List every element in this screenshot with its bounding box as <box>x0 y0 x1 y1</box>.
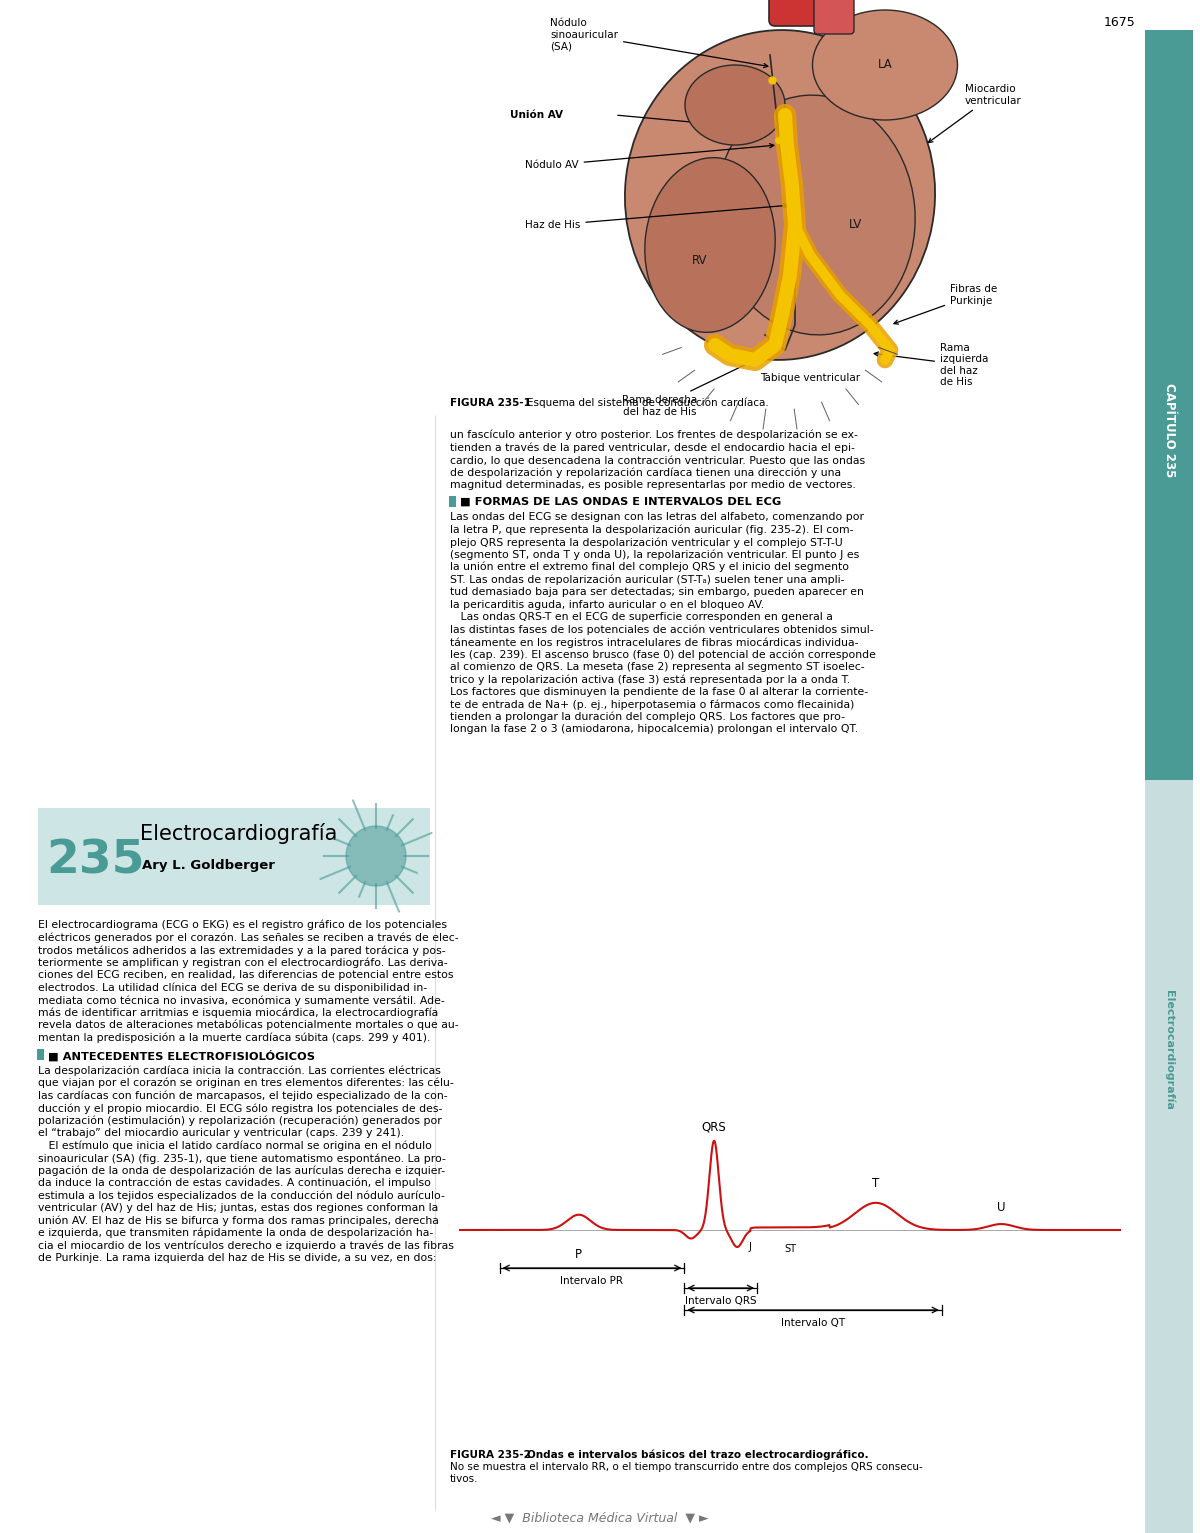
Text: estimula a los tejidos especializados de la conducción del nódulo aurículo-: estimula a los tejidos especializados de… <box>38 1191 445 1200</box>
Text: las distintas fases de los potenciales de acción ventriculares obtenidos simul-: las distintas fases de los potenciales d… <box>450 624 874 635</box>
Text: revela datos de alteraciones metabólicas potencialmente mortales o que au-: revela datos de alteraciones metabólicas… <box>38 1019 458 1030</box>
Circle shape <box>346 826 406 886</box>
Bar <box>38 808 430 904</box>
Text: Electrocardiografía: Electrocardiografía <box>1164 990 1175 1110</box>
Text: Miocardio
ventricular: Miocardio ventricular <box>929 84 1021 143</box>
Text: un fascículo anterior y otro posterior. Los frentes de despolarización se ex-: un fascículo anterior y otro posterior. … <box>450 429 858 440</box>
Text: unión AV. El haz de His se bifurca y forma dos ramas principales, derecha: unión AV. El haz de His se bifurca y for… <box>38 1216 439 1226</box>
Text: trodos metálicos adheridos a las extremidades y a la pared torácica y pos-: trodos metálicos adheridos a las extremi… <box>38 944 445 955</box>
Text: táneamente en los registros intracelulares de fibras miocárdicas individua-: táneamente en los registros intracelular… <box>450 638 858 647</box>
Text: Unión AV: Unión AV <box>510 110 563 120</box>
Text: Intervalo PR: Intervalo PR <box>560 1275 624 1286</box>
Text: ventricular (AV) y del haz de His; juntas, estas dos regiones conforman la: ventricular (AV) y del haz de His; junta… <box>38 1203 438 1213</box>
Text: Electrocardiografía: Electrocardiografía <box>140 823 337 845</box>
Text: teriormente se amplifican y registran con el electrocardiográfo. Las deriva-: teriormente se amplifican y registran co… <box>38 958 448 967</box>
Text: tud demasiado baja para ser detectadas; sin embargo, pueden aparecer en: tud demasiado baja para ser detectadas; … <box>450 587 864 596</box>
Text: CAPÍTULO 235: CAPÍTULO 235 <box>1163 383 1176 477</box>
Text: (segmento ST, onda T y onda U), la repolarización ventricular. El punto J es: (segmento ST, onda T y onda U), la repol… <box>450 549 859 560</box>
Text: ◄ ▼  Biblioteca Médica Virtual  ▼ ►: ◄ ▼ Biblioteca Médica Virtual ▼ ► <box>491 1512 709 1524</box>
Text: La despolarización cardíaca inicia la contracción. Las corrientes eléctricas: La despolarización cardíaca inicia la co… <box>38 1065 440 1076</box>
Text: te de entrada de Na+ (p. ej., hiperpotasemia o fármacos como flecainida): te de entrada de Na+ (p. ej., hiperpotas… <box>450 699 854 710</box>
Text: pagación de la onda de despolarización de las aurículas derecha e izquier-: pagación de la onda de despolarización d… <box>38 1165 445 1176</box>
Text: FIGURA 235-1: FIGURA 235-1 <box>450 399 538 408</box>
Text: eléctricos generados por el corazón. Las señales se reciben a través de elec-: eléctricos generados por el corazón. Las… <box>38 932 458 943</box>
Text: la unión entre el extremo final del complejo QRS y el inicio del segmento: la unión entre el extremo final del comp… <box>450 563 850 572</box>
Text: LV: LV <box>848 219 862 231</box>
Text: Intervalo QT: Intervalo QT <box>781 1318 845 1328</box>
Text: e izquierda, que transmiten rápidamente la onda de despolarización ha-: e izquierda, que transmiten rápidamente … <box>38 1228 433 1239</box>
Text: 235: 235 <box>46 839 144 885</box>
Text: Rama derecha
del haz de His: Rama derecha del haz de His <box>623 362 751 417</box>
Text: más de identificar arritmias e isquemia miocárdica, la electrocardiografía: más de identificar arritmias e isquemia … <box>38 1007 438 1018</box>
Text: mentan la predisposición a la muerte cardíaca súbita (caps. 299 y 401).: mentan la predisposición a la muerte car… <box>38 1033 431 1042</box>
Text: mediata como técnica no invasiva, económica y sumamente versátil. Ade-: mediata como técnica no invasiva, económ… <box>38 995 445 1006</box>
Text: P: P <box>575 1248 582 1262</box>
Text: cia el miocardio de los ventrículos derecho e izquierdo a través de las fibras: cia el miocardio de los ventrículos dere… <box>38 1240 454 1251</box>
Bar <box>1145 780 1193 1533</box>
Text: tienden a prolongar la duración del complejo QRS. Los factores que pro-: tienden a prolongar la duración del comp… <box>450 711 845 722</box>
Text: da induce la contracción de estas cavidades. A continuación, el impulso: da induce la contracción de estas cavida… <box>38 1177 431 1188</box>
Text: tienden a través de la pared ventricular, desde el endocardio hacia el epi-: tienden a través de la pared ventricular… <box>450 443 854 452</box>
Ellipse shape <box>625 31 935 360</box>
Text: ciones del ECG reciben, en realidad, las diferencias de potencial entre estos: ciones del ECG reciben, en realidad, las… <box>38 970 454 980</box>
Text: FIGURA 235-2: FIGURA 235-2 <box>450 1450 538 1459</box>
Ellipse shape <box>644 158 775 333</box>
Text: tivos.: tivos. <box>450 1475 479 1484</box>
Text: ST: ST <box>784 1243 796 1254</box>
Text: El electrocardiograma (ECG o EKG) es el registro gráfico de los potenciales: El electrocardiograma (ECG o EKG) es el … <box>38 920 446 931</box>
Text: RA: RA <box>730 101 746 113</box>
Text: Las ondas del ECG se designan con las letras del alfabeto, comenzando por: Las ondas del ECG se designan con las le… <box>450 512 864 523</box>
Text: de Purkinje. La rama izquierda del haz de His se divide, a su vez, en dos:: de Purkinje. La rama izquierda del haz d… <box>38 1252 437 1263</box>
FancyBboxPatch shape <box>814 0 854 34</box>
Text: No se muestra el intervalo RR, o el tiempo transcurrido entre dos complejos QRS : No se muestra el intervalo RR, o el tiem… <box>450 1462 923 1472</box>
Text: Esquema del sistema de conducción cardíaca.: Esquema del sistema de conducción cardía… <box>527 399 769 408</box>
Text: QRS: QRS <box>702 1121 726 1133</box>
Bar <box>37 1049 44 1059</box>
Text: Rama
izquierda
del haz
de His: Rama izquierda del haz de His <box>874 342 989 388</box>
FancyBboxPatch shape <box>769 0 821 26</box>
Text: LA: LA <box>877 58 893 72</box>
Text: Ary L. Goldberger: Ary L. Goldberger <box>142 860 275 872</box>
Text: las cardíacas con función de marcapasos, el tejido especializado de la con-: las cardíacas con función de marcapasos,… <box>38 1090 448 1101</box>
Text: Haz de His: Haz de His <box>526 204 788 230</box>
Ellipse shape <box>812 11 958 120</box>
Text: sinoauricular (SA) (fig. 235-1), que tiene automatismo espontáneo. La pro-: sinoauricular (SA) (fig. 235-1), que tie… <box>38 1153 446 1164</box>
Text: Intervalo QRS: Intervalo QRS <box>685 1295 756 1306</box>
Text: de despolarización y repolarización cardíaca tienen una dirección y una: de despolarización y repolarización card… <box>450 468 841 478</box>
Text: Tabique ventricular: Tabique ventricular <box>760 373 860 383</box>
Text: Ondas e intervalos básicos del trazo electrocardiográfico.: Ondas e intervalos básicos del trazo ele… <box>527 1450 869 1461</box>
Text: J: J <box>749 1242 752 1252</box>
Text: cardio, lo que desencadena la contracción ventricular. Puesto que las ondas: cardio, lo que desencadena la contracció… <box>450 455 865 466</box>
Text: ST. Las ondas de repolarización auricular (ST-Tₐ) suelen tener una ampli-: ST. Las ondas de repolarización auricula… <box>450 575 845 586</box>
Text: plejo QRS representa la despolarización ventricular y el complejo ST-T-U: plejo QRS representa la despolarización … <box>450 537 842 547</box>
Text: trico y la repolarización activa (fase 3) está representada por la a onda T.: trico y la repolarización activa (fase 3… <box>450 675 851 685</box>
Text: 1675: 1675 <box>1103 15 1135 29</box>
Text: ducción y el propio miocardio. El ECG sólo registra los potenciales de des-: ducción y el propio miocardio. El ECG só… <box>38 1104 443 1113</box>
Text: Nódulo AV: Nódulo AV <box>526 144 774 170</box>
Text: ■ FORMAS DE LAS ONDAS E INTERVALOS DEL ECG: ■ FORMAS DE LAS ONDAS E INTERVALOS DEL E… <box>460 497 781 506</box>
Text: RV: RV <box>692 253 708 267</box>
Text: la letra P, que representa la despolarización auricular (fig. 235-2). El com-: la letra P, que representa la despolariz… <box>450 524 853 535</box>
Ellipse shape <box>715 95 916 334</box>
Text: el “trabajo” del miocardio auricular y ventricular (caps. 239 y 241).: el “trabajo” del miocardio auricular y v… <box>38 1128 404 1137</box>
Text: longan la fase 2 o 3 (amiodarona, hipocalcemia) prolongan el intervalo QT.: longan la fase 2 o 3 (amiodarona, hipoca… <box>450 725 858 734</box>
Bar <box>1145 31 1193 780</box>
Text: que viajan por el corazón se originan en tres elementos diferentes: las célu-: que viajan por el corazón se originan en… <box>38 1078 454 1088</box>
Text: El estímulo que inicia el latido cardíaco normal se origina en el nódulo: El estímulo que inicia el latido cardíac… <box>38 1141 432 1151</box>
Text: U: U <box>997 1200 1006 1214</box>
Text: polarización (estimulación) y repolarización (recuperación) generados por: polarización (estimulación) y repolariza… <box>38 1116 442 1127</box>
Ellipse shape <box>685 64 785 146</box>
Text: Fibras de
Purkinje: Fibras de Purkinje <box>894 284 997 323</box>
Bar <box>449 495 456 506</box>
Text: la pericarditis aguda, infarto auricular o en el bloqueo AV.: la pericarditis aguda, infarto auricular… <box>450 599 764 610</box>
Text: ■ ANTECEDENTES ELECTROFISIOLÓGICOS: ■ ANTECEDENTES ELECTROFISIOLÓGICOS <box>48 1050 314 1061</box>
Text: al comienzo de QRS. La meseta (fase 2) representa al segmento ST isoelec-: al comienzo de QRS. La meseta (fase 2) r… <box>450 662 865 671</box>
Text: Los factores que disminuyen la pendiente de la fase 0 al alterar la corriente-: Los factores que disminuyen la pendiente… <box>450 687 868 698</box>
Text: T: T <box>872 1177 880 1190</box>
Text: Nódulo
sinoauricular
(SA): Nódulo sinoauricular (SA) <box>550 18 768 67</box>
Text: Las ondas QRS-T en el ECG de superficie corresponden en general a: Las ondas QRS-T en el ECG de superficie … <box>450 612 833 622</box>
Text: electrodos. La utilidad clínica del ECG se deriva de su disponibilidad in-: electrodos. La utilidad clínica del ECG … <box>38 983 427 993</box>
Text: magnitud determinadas, es posible representarlas por medio de vectores.: magnitud determinadas, es posible repres… <box>450 480 856 491</box>
Text: les (cap. 239). El ascenso brusco (fase 0) del potencial de acción corresponde: les (cap. 239). El ascenso brusco (fase … <box>450 650 876 661</box>
